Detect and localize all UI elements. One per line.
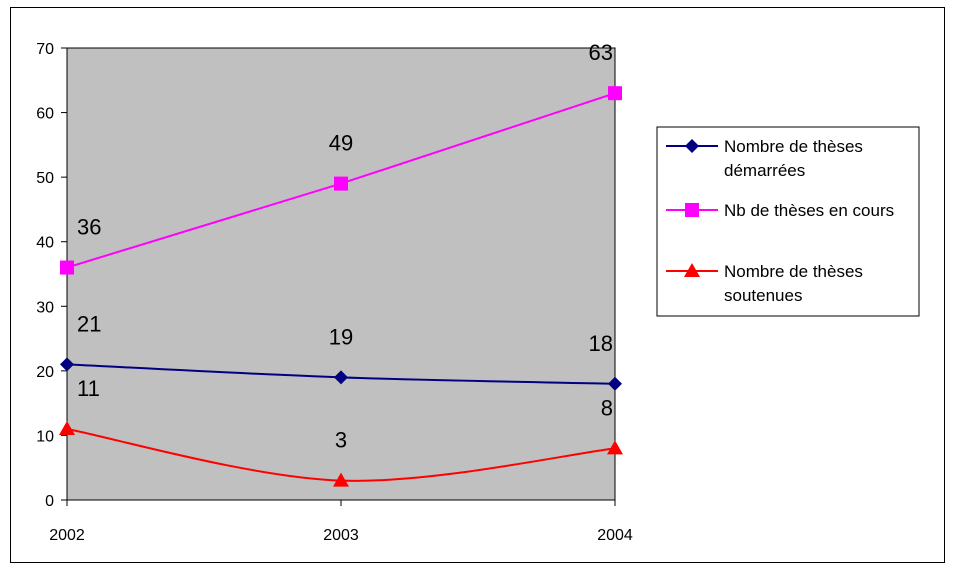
data-labels: 21 19 18 36 49 63 11 3 8 [77, 40, 613, 452]
y-tick-label: 40 [36, 235, 54, 252]
y-tick-label: 20 [36, 364, 54, 381]
y-tick-label: 50 [36, 170, 54, 187]
legend-label: Nombre de thèses démarrées [724, 137, 863, 180]
legend-marker [685, 139, 699, 153]
series-3-point [607, 440, 623, 455]
x-tick-label: 2004 [597, 527, 633, 544]
data-label: 19 [329, 324, 353, 349]
y-tick-label: 10 [36, 428, 54, 445]
series-group [59, 86, 623, 487]
series-2-point [608, 86, 622, 101]
x-tick-label: 2002 [49, 527, 85, 544]
legend-marker [684, 263, 700, 277]
legend: Nombre de thèses démarrées Nb de thèses en… [656, 126, 920, 317]
data-label: 3 [335, 428, 347, 453]
series-3-point [333, 472, 349, 487]
y-axis: 0 10 20 30 40 50 60 70 [36, 41, 67, 510]
x-axis: 2002 2003 2004 [49, 500, 633, 544]
y-tick-label: 70 [36, 41, 54, 58]
data-label: 21 [77, 311, 101, 336]
data-label: 49 [329, 131, 353, 156]
data-label: 63 [589, 40, 613, 65]
series-2-point [334, 176, 348, 191]
series-2-point [60, 260, 74, 275]
series-3-point [59, 420, 75, 435]
legend-marker [685, 203, 699, 217]
y-tick-label: 60 [36, 106, 54, 123]
series-1-point [60, 357, 74, 372]
legend-label: Nombre de thèses soutenues [724, 262, 863, 305]
data-label: 11 [77, 376, 100, 401]
legend-box [656, 126, 920, 317]
series-1-point [608, 376, 622, 391]
data-label: 18 [589, 331, 613, 356]
y-tick-label: 0 [45, 493, 54, 510]
legend-label: Nb de thèses en cours [724, 201, 894, 220]
series-1-point [334, 370, 348, 385]
x-tick-label: 2003 [323, 527, 359, 544]
data-label: 8 [601, 395, 613, 420]
data-label: 36 [77, 215, 101, 240]
y-tick-label: 30 [36, 299, 54, 316]
